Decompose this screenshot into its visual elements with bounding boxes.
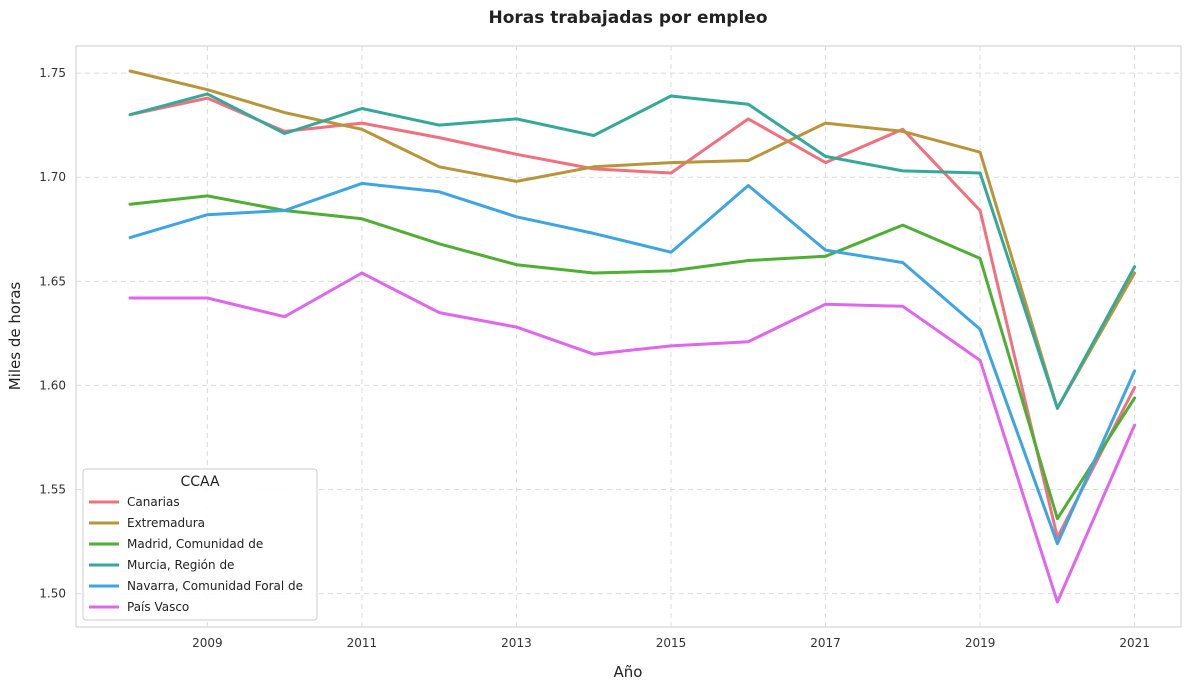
x-tick-label: 2011 <box>347 636 378 650</box>
legend-title: CCAA <box>180 474 220 490</box>
y-tick-label: 1.65 <box>39 274 66 288</box>
legend-label: Murcia, Región de <box>127 558 234 572</box>
axis-ticks: 2009 2011 2013 2015 2017 2019 2021 1.50 1.55 1.60… <box>39 66 1150 650</box>
series-line-pais-vasco <box>128 271 1137 604</box>
x-tick-label: 2019 <box>965 636 996 650</box>
x-tick-label: 2009 <box>192 636 223 650</box>
legend: CCAA Canarias Extremadura Madrid, Comunida… <box>82 468 318 621</box>
series-line-madrid-comunidad-de <box>128 194 1137 521</box>
grid <box>76 46 1181 627</box>
legend-label: Navarra, Comunidad Foral de <box>127 579 303 593</box>
y-tick-label: 1.60 <box>39 378 66 392</box>
legend-entry: Madrid, Comunidad de <box>89 537 263 551</box>
series-line-extremadura <box>128 69 1137 410</box>
legend-label: Canarias <box>127 495 180 509</box>
y-tick-label: 1.70 <box>39 170 66 184</box>
legend-box <box>82 468 318 621</box>
x-tick-label: 2021 <box>1119 636 1150 650</box>
y-tick-label: 1.50 <box>39 587 66 601</box>
x-tick-label: 2015 <box>656 636 687 650</box>
legend-entry: Canarias <box>89 495 180 509</box>
series-line-murcia-region-de <box>128 92 1137 410</box>
x-tick-label: 2013 <box>501 636 532 650</box>
x-tick-label: 2017 <box>810 636 841 650</box>
legend-entry: Extremadura <box>89 516 205 530</box>
legend-label: Extremadura <box>127 516 205 530</box>
series-line-navarra-comunidad-foral-de <box>128 181 1137 546</box>
series-lines <box>128 69 1137 604</box>
chart-title: Horas trabajadas por empleo <box>489 8 768 28</box>
y-tick-label: 1.55 <box>39 483 66 497</box>
legend-entry: Murcia, Región de <box>89 558 234 572</box>
legend-label: País Vasco <box>127 600 189 614</box>
legend-entry: Navarra, Comunidad Foral de <box>89 579 303 593</box>
y-axis-label: Miles de horas <box>6 282 24 391</box>
legend-entry: País Vasco <box>89 600 189 614</box>
y-tick-label: 1.75 <box>39 66 66 80</box>
x-axis-label: Año <box>614 663 643 681</box>
legend-label: Madrid, Comunidad de <box>127 537 263 551</box>
